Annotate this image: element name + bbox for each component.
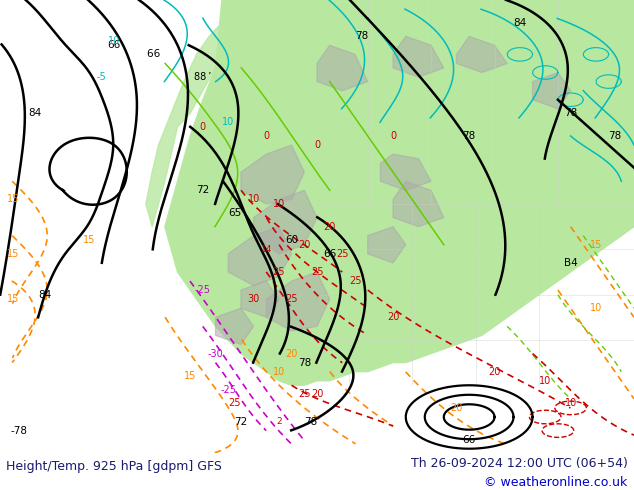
Text: 78: 78 bbox=[564, 108, 577, 118]
Text: 15: 15 bbox=[184, 371, 197, 381]
Text: 0: 0 bbox=[390, 131, 396, 141]
Text: 72: 72 bbox=[197, 185, 209, 196]
Text: 25: 25 bbox=[336, 249, 349, 259]
Text: 20: 20 bbox=[488, 367, 501, 377]
Text: 20: 20 bbox=[323, 221, 336, 232]
Text: 88 ’: 88 ’ bbox=[194, 72, 212, 82]
Text: -78: -78 bbox=[11, 426, 27, 436]
Text: 78: 78 bbox=[298, 358, 311, 368]
Text: 14: 14 bbox=[261, 245, 272, 254]
Text: 84: 84 bbox=[29, 108, 41, 118]
Text: 20: 20 bbox=[311, 390, 323, 399]
Text: 10: 10 bbox=[273, 199, 285, 209]
Text: 25: 25 bbox=[273, 267, 285, 277]
Text: -30: -30 bbox=[208, 348, 223, 359]
Text: 10: 10 bbox=[590, 303, 602, 313]
Text: 15: 15 bbox=[590, 240, 602, 250]
Text: -5: -5 bbox=[96, 72, 107, 82]
Text: 66: 66 bbox=[108, 40, 120, 50]
Polygon shape bbox=[533, 73, 571, 109]
Text: -25: -25 bbox=[195, 285, 211, 295]
Polygon shape bbox=[254, 190, 317, 254]
Polygon shape bbox=[241, 281, 279, 318]
Text: B4: B4 bbox=[564, 258, 578, 268]
Text: 25: 25 bbox=[349, 276, 361, 286]
Text: 20: 20 bbox=[387, 312, 399, 322]
Polygon shape bbox=[456, 36, 507, 73]
Text: 2: 2 bbox=[276, 417, 281, 426]
Polygon shape bbox=[393, 181, 444, 226]
Text: 25: 25 bbox=[311, 267, 323, 277]
Text: 25: 25 bbox=[285, 294, 298, 304]
Polygon shape bbox=[146, 23, 228, 226]
Text: 10: 10 bbox=[539, 376, 552, 386]
Text: 78: 78 bbox=[304, 416, 317, 426]
Text: 65: 65 bbox=[228, 208, 241, 218]
Text: 10: 10 bbox=[108, 36, 120, 46]
Text: 66: 66 bbox=[323, 249, 336, 259]
Polygon shape bbox=[216, 308, 254, 344]
Text: 10: 10 bbox=[564, 398, 577, 408]
Text: 84: 84 bbox=[514, 18, 526, 27]
Text: 15: 15 bbox=[6, 294, 19, 304]
Text: 25: 25 bbox=[298, 390, 311, 399]
Text: 78: 78 bbox=[355, 31, 368, 41]
Text: 0: 0 bbox=[200, 122, 206, 132]
Polygon shape bbox=[380, 154, 431, 190]
Polygon shape bbox=[165, 0, 634, 385]
Text: 15: 15 bbox=[6, 195, 19, 204]
Text: 10: 10 bbox=[247, 195, 260, 204]
Text: Height/Temp. 925 hPa [gdpm] GFS: Height/Temp. 925 hPa [gdpm] GFS bbox=[6, 460, 222, 473]
Text: 20: 20 bbox=[285, 348, 298, 359]
Polygon shape bbox=[228, 226, 292, 286]
Polygon shape bbox=[495, 32, 621, 91]
Text: 25: 25 bbox=[228, 398, 241, 408]
Text: 10: 10 bbox=[222, 118, 235, 127]
Text: 0: 0 bbox=[314, 140, 320, 150]
Text: 0: 0 bbox=[263, 131, 269, 141]
Text: 66: 66 bbox=[146, 49, 164, 59]
Polygon shape bbox=[266, 272, 330, 331]
Text: 72: 72 bbox=[235, 416, 247, 426]
Text: 84: 84 bbox=[38, 290, 51, 299]
Text: 66: 66 bbox=[463, 435, 476, 444]
Text: © weatheronline.co.uk: © weatheronline.co.uk bbox=[484, 476, 628, 489]
Text: 20: 20 bbox=[450, 403, 463, 413]
Text: 15: 15 bbox=[6, 249, 19, 259]
Text: 10: 10 bbox=[273, 367, 285, 377]
Polygon shape bbox=[241, 145, 304, 204]
Text: 20: 20 bbox=[298, 240, 311, 250]
Polygon shape bbox=[393, 36, 444, 77]
Polygon shape bbox=[368, 226, 406, 263]
Text: 78: 78 bbox=[463, 131, 476, 141]
Polygon shape bbox=[317, 46, 368, 91]
Text: 78: 78 bbox=[609, 131, 621, 141]
Text: 30: 30 bbox=[247, 294, 260, 304]
Text: -25: -25 bbox=[220, 385, 236, 395]
Text: 15: 15 bbox=[82, 235, 95, 245]
Text: Th 26-09-2024 12:00 UTC (06+54): Th 26-09-2024 12:00 UTC (06+54) bbox=[411, 457, 628, 470]
Text: 60: 60 bbox=[285, 235, 298, 245]
